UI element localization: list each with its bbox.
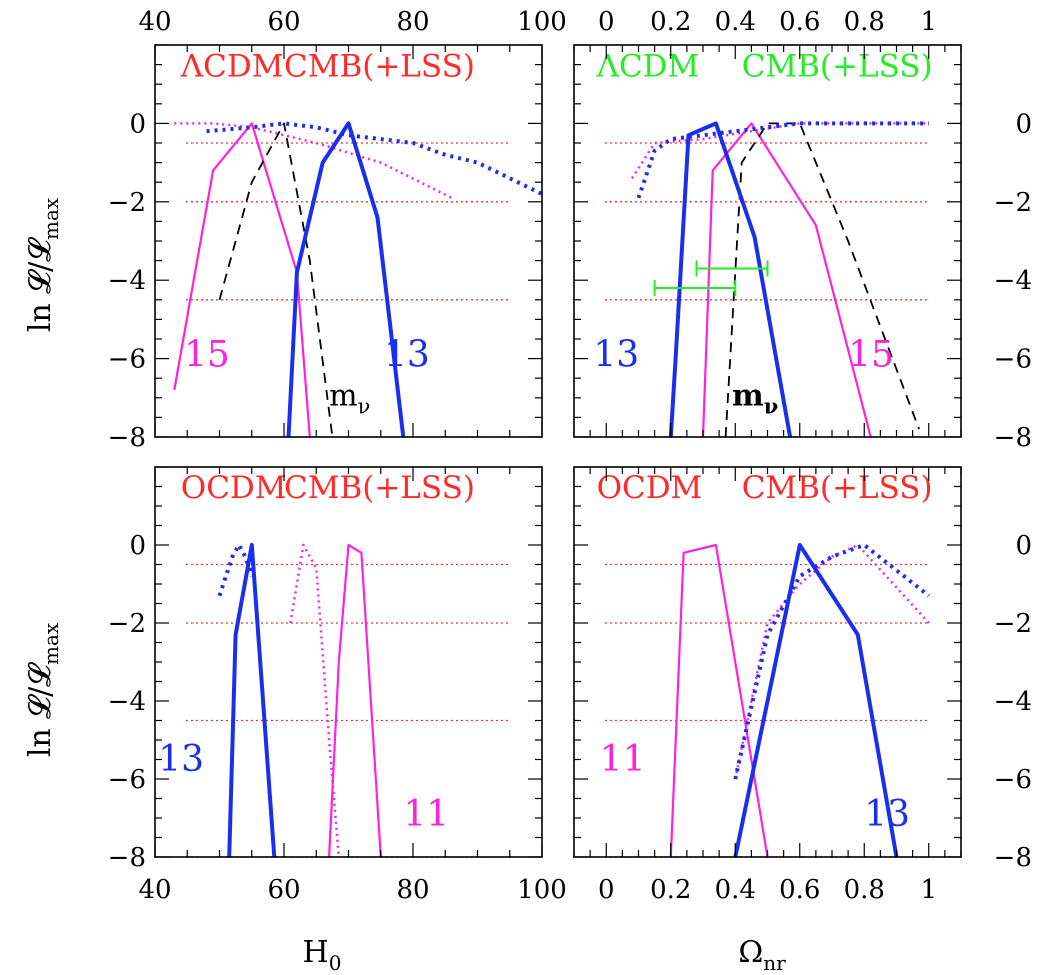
- y-tick-label: −4: [108, 687, 146, 717]
- error-bar: [653, 280, 737, 297]
- x-axis-title-h0: H0: [303, 935, 342, 975]
- y-tick-label: 0: [129, 109, 146, 139]
- y-tick-label: −8: [994, 423, 1032, 453]
- panel-label: 13: [864, 794, 910, 835]
- y-tick-labels-right-top: 0 −2 −4 −6 −8: [994, 109, 1032, 453]
- y-tick-label: −4: [108, 266, 146, 296]
- series-blue-solid: [286, 121, 406, 437]
- y-tick-label: 0: [1015, 531, 1032, 561]
- top-h0-tick-label: 100: [517, 7, 567, 37]
- series-magenta-solid: [669, 543, 769, 857]
- panel-label: CMB(+LSS): [742, 48, 933, 84]
- top-h0-tick-label: 60: [267, 7, 300, 37]
- bottom-h0-tick-label: 100: [517, 875, 567, 905]
- top-omega-tick-label: 0: [598, 7, 615, 37]
- panel-label: 15: [848, 334, 894, 375]
- series-group: [217, 543, 382, 857]
- y-tick-label: −4: [994, 687, 1032, 717]
- series-magenta-dotted: [734, 543, 930, 780]
- panel-label: 15: [184, 334, 230, 375]
- bottom-h0-tick-label: 40: [138, 875, 171, 905]
- top-omega-tick-label: 0.4: [715, 7, 756, 37]
- y-tick-label: −4: [994, 266, 1032, 296]
- y-tick-labels-right-bottom: 0 −2 −4 −6 −8: [994, 531, 1032, 873]
- panel-label: OCDM: [597, 470, 703, 506]
- top-omega-tick-label: 0.8: [844, 7, 885, 37]
- bottom-h0-tick-label: 60: [267, 875, 300, 905]
- bottom-h0-tick-labels: 40 60 80 100: [138, 875, 566, 905]
- series-black-dashed: [218, 122, 334, 437]
- series-magenta-solid: [173, 122, 311, 437]
- y-tick-label: −2: [108, 188, 146, 218]
- bottom-omega-tick-labels: 0 0.2 0.4 0.6 0.8 1: [598, 875, 937, 905]
- panel-lcdm-h0: ΛCDM CMB(+LSS) 15 13 mν: [154, 44, 543, 438]
- series-blue-solid: [668, 121, 793, 437]
- panel-frame: [573, 44, 962, 438]
- y-tick-label: −6: [994, 765, 1032, 795]
- top-h0-tick-labels: 40 60 80 100: [138, 7, 566, 37]
- top-h0-tick-label: 40: [138, 7, 171, 37]
- y-tick-label: −2: [108, 609, 146, 639]
- series-blue-solid: [227, 543, 277, 857]
- series-group: [630, 121, 929, 437]
- panel-label: mν: [732, 379, 778, 419]
- panel-label: CMB(+LSS): [742, 470, 933, 506]
- panel-label: mν: [329, 379, 370, 419]
- bottom-omega-tick-label: 0: [598, 875, 615, 905]
- y-tick-label: −8: [108, 423, 146, 453]
- bottom-h0-tick-label: 80: [396, 875, 429, 905]
- y-tick-label: −8: [108, 843, 146, 873]
- y-tick-label: −2: [994, 609, 1032, 639]
- y-axis-title-top: ln 𝓛/𝓛max: [23, 197, 63, 332]
- series-group: [173, 121, 542, 437]
- series-group: [669, 543, 931, 857]
- panel-label: CMB(+LSS): [284, 48, 475, 84]
- panel-label: ΛCDM: [596, 48, 700, 84]
- x-axis-title-omega: Ωnr: [738, 935, 786, 975]
- panel-lcdm-omega: ΛCDM CMB(+LSS) 13 15 mν: [573, 44, 962, 438]
- panel-label: CMB(+LSS): [284, 470, 475, 506]
- y-tick-label: 0: [1015, 109, 1032, 139]
- top-h0-tick-label: 80: [396, 7, 429, 37]
- bottom-omega-tick-label: 0.2: [650, 875, 691, 905]
- series-magenta-solid: [328, 543, 382, 857]
- panel-label: ΛCDM: [180, 48, 284, 84]
- panel-label: 13: [593, 334, 639, 375]
- y-tick-labels-left-top: 0 −2 −4 −6 −8: [108, 109, 146, 453]
- top-omega-tick-label: 0.6: [779, 7, 820, 37]
- panel-frame: [154, 466, 543, 858]
- y-tick-label: −2: [994, 188, 1032, 218]
- top-omega-tick-label: 1: [920, 7, 937, 37]
- y-tick-label: −6: [994, 345, 1032, 375]
- panel-ocdm-omega: OCDM CMB(+LSS) 11 13: [573, 466, 962, 858]
- top-omega-tick-label: 0.2: [650, 7, 691, 37]
- series-blue-dotted: [733, 543, 931, 780]
- y-tick-labels-left-bottom: 0 −2 −4 −6 −8: [108, 531, 146, 873]
- y-tick-label: −8: [994, 843, 1032, 873]
- y-tick-label: 0: [129, 531, 146, 561]
- y-tick-label: −6: [108, 765, 146, 795]
- panel-label: 11: [600, 739, 646, 780]
- bottom-omega-tick-label: 0.8: [844, 875, 885, 905]
- series-magenta-dotted: [174, 122, 453, 200]
- panel-label: 13: [384, 334, 430, 375]
- series-black-dashed: [724, 122, 920, 437]
- panel-label: OCDM: [181, 470, 287, 506]
- bottom-omega-tick-label: 0.6: [779, 875, 820, 905]
- series-blue-dotted: [636, 121, 929, 199]
- series-blue-solid: [733, 543, 899, 857]
- top-omega-tick-labels: 0 0.2 0.4 0.6 0.8 1: [598, 7, 937, 37]
- error-bar: [695, 260, 769, 277]
- panel-label: 11: [403, 794, 449, 835]
- y-tick-label: −6: [108, 345, 146, 375]
- bottom-omega-tick-label: 0.4: [715, 875, 756, 905]
- panel-label: 13: [158, 739, 204, 780]
- series-magenta-solid: [701, 122, 872, 437]
- bottom-omega-tick-label: 1: [920, 875, 937, 905]
- series-blue-dotted: [206, 121, 542, 196]
- y-axis-title-bottom: ln 𝓛/𝓛max: [23, 622, 63, 757]
